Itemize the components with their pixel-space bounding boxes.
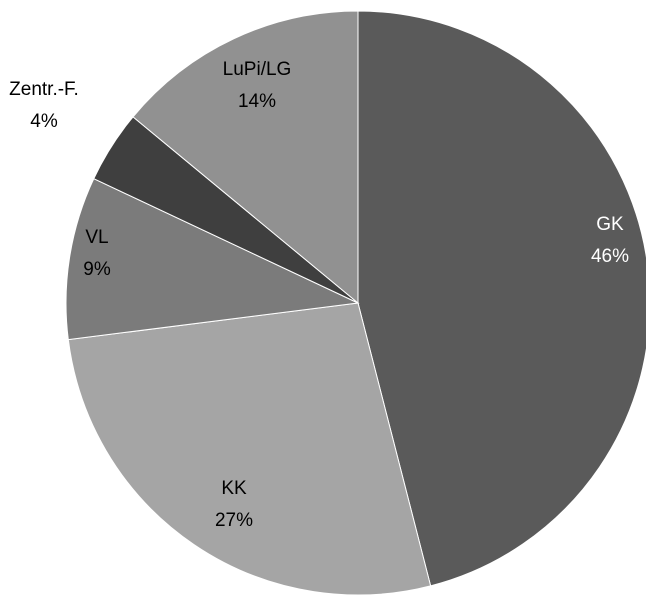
pie-slice-gk: [357, 10, 646, 587]
slice-label: KK: [221, 478, 247, 499]
pie-slices: [65, 10, 646, 596]
slice-percent-label: 14%: [238, 91, 276, 112]
pie-labels: GK 46% KK 27% VL 9% Zentr.-F. 4% LuPi/LG 14%: [9, 59, 629, 531]
slice-percent-label: 9%: [83, 259, 111, 280]
slice-percent-label: 46%: [591, 246, 629, 267]
slice-label: VL: [85, 227, 108, 248]
slice-label: GK: [596, 214, 624, 235]
pie-slice-kk: [67, 302, 432, 596]
slice-label: LuPi/LG: [223, 59, 292, 80]
pie-slice-lupi-lg: [132, 10, 359, 305]
slice-label: Zentr.-F.: [9, 79, 79, 100]
pie-slice-vl: [65, 178, 360, 341]
slice-percent-label: 27%: [215, 510, 253, 531]
slice-percent-label: 4%: [30, 111, 58, 132]
